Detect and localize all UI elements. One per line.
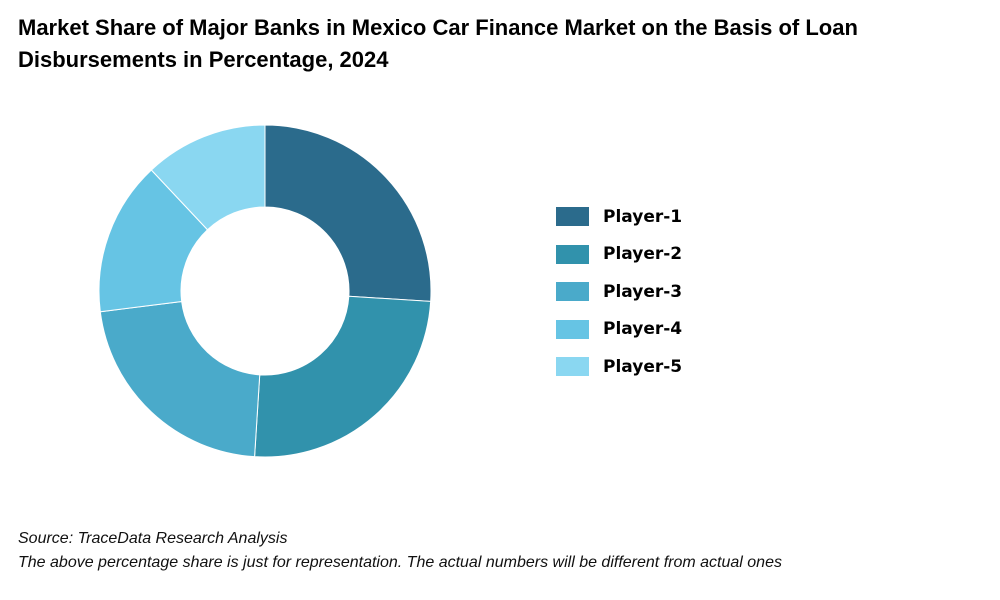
legend-swatch-player-5 — [556, 357, 589, 377]
legend-item-player-2: Player-2 — [556, 236, 682, 274]
legend-swatch-player-4 — [556, 319, 589, 339]
legend-label-player-2: Player-2 — [603, 244, 683, 265]
donut-slice-player-5 — [150, 124, 266, 231]
chart-footnote: Source: TraceData Research Analysis The … — [18, 527, 782, 575]
legend-swatch-player-3 — [556, 282, 589, 302]
donut-slices — [98, 124, 432, 458]
legend-swatch-player-1 — [556, 207, 589, 227]
legend-label-player-5: Player-5 — [603, 356, 683, 377]
legend-swatch-player-2 — [556, 244, 589, 264]
chart-title: Market Share of Major Banks in Mexico Ca… — [18, 15, 858, 72]
legend-label-player-4: Player-4 — [603, 319, 683, 340]
source-note: Source: TraceData Research Analysis — [18, 530, 288, 547]
legend-item-player-3: Player-3 — [556, 273, 682, 311]
disclaimer-note: The above percentage share is just for r… — [18, 554, 782, 571]
legend-item-player-5: Player-5 — [556, 348, 682, 386]
legend-item-player-4: Player-4 — [556, 311, 682, 349]
donut-slice-player-1 — [264, 124, 432, 302]
legend-item-player-1: Player-1 — [556, 198, 682, 236]
chart-legend: Player-1 Player-2 Player-3 Player-4 Play… — [556, 198, 682, 386]
donut-slice-player-2 — [254, 295, 432, 458]
donut-slice-player-3 — [99, 300, 261, 458]
legend-label-player-1: Player-1 — [603, 206, 683, 227]
legend-label-player-3: Player-3 — [603, 281, 683, 302]
